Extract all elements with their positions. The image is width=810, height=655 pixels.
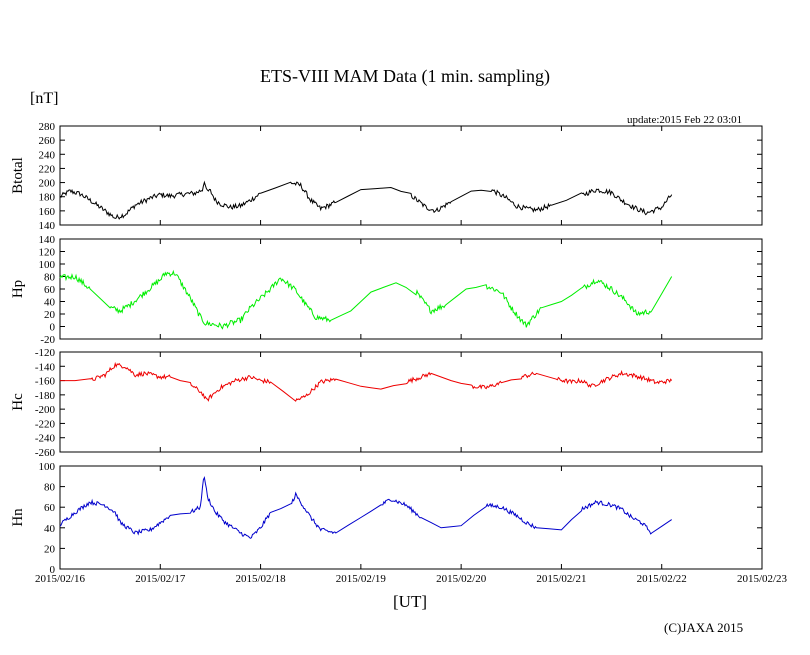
series-line-hn <box>59 476 672 539</box>
y-tick-label: -220 <box>35 418 56 430</box>
y-tick-label: -160 <box>35 376 56 388</box>
x-tick-label: 2015/02/18 <box>236 573 287 585</box>
x-tick-label: 2015/02/20 <box>436 573 487 585</box>
x-tick-label: 2015/02/21 <box>536 573 586 585</box>
y-tick-label: 200 <box>39 178 56 190</box>
unit-label: [nT] <box>30 90 59 107</box>
panel-frame-btotal <box>59 125 763 226</box>
y-tick-label: 60 <box>44 284 56 296</box>
panel-frame-hc <box>59 351 763 453</box>
update-timestamp: update:2015 Feb 22 03:01 <box>627 114 743 126</box>
y-tick-label: -180 <box>35 390 56 402</box>
y-tick-label: 160 <box>39 206 56 218</box>
y-tick-label: 80 <box>44 272 56 284</box>
y-tick-label: -240 <box>35 433 56 445</box>
series-line-hp <box>59 269 673 330</box>
panel-label-hc: Hc <box>10 393 26 411</box>
y-tick-label: 220 <box>39 163 56 175</box>
panel-label-hn: Hn <box>10 508 26 527</box>
y-tick-label: 20 <box>44 309 56 321</box>
x-tick-label: 2015/02/19 <box>336 573 387 585</box>
y-tick-label: 140 <box>39 220 56 232</box>
x-tick-label: 2015/02/17 <box>135 573 186 585</box>
panel-frame-hp <box>59 238 763 340</box>
panel-label-hp: Hp <box>10 280 26 298</box>
copyright-text: (C)JAXA 2015 <box>664 620 744 635</box>
x-axis-label: [UT] <box>393 592 427 611</box>
y-tick-label: 80 <box>44 482 56 494</box>
y-tick-label: -200 <box>35 404 56 416</box>
y-tick-label: 100 <box>39 259 56 271</box>
y-tick-label: 40 <box>44 523 56 535</box>
y-tick-label: 180 <box>39 192 56 204</box>
y-tick-label: 120 <box>39 247 56 259</box>
y-tick-label: 40 <box>44 297 56 309</box>
x-tick-label: 2015/02/22 <box>637 573 687 585</box>
y-tick-label: 240 <box>39 149 56 161</box>
y-tick-label: 60 <box>44 502 56 514</box>
y-tick-label: -20 <box>40 334 55 346</box>
series-line-hc <box>60 361 673 402</box>
y-tick-label: 0 <box>50 564 56 576</box>
y-tick-label: 20 <box>44 543 56 555</box>
panel-frame-hn <box>59 465 763 570</box>
chart-title: ETS-VIII MAM Data (1 min. sampling) <box>260 66 550 86</box>
x-tick-label: 2015/02/23 <box>737 573 788 585</box>
x-tick-label: 2015/02/16 <box>35 573 86 585</box>
y-tick-label: 280 <box>39 121 56 133</box>
y-tick-label: 100 <box>39 461 56 473</box>
y-tick-label: 260 <box>39 135 56 147</box>
series-line-btotal <box>59 180 673 220</box>
panel-label-btotal: Btotal <box>10 157 26 194</box>
y-tick-label: 140 <box>39 234 56 246</box>
y-tick-label: -140 <box>35 361 56 373</box>
y-tick-label: -120 <box>35 347 56 359</box>
y-tick-label: 0 <box>50 322 56 334</box>
y-tick-label: -260 <box>35 447 56 459</box>
